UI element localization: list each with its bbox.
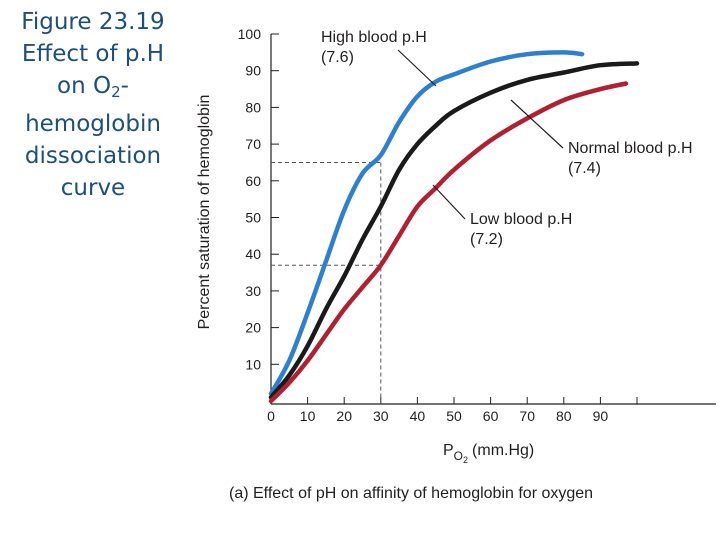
leader-line — [397, 49, 437, 87]
chart-caption: (a) Effect of pH on affinity of hemoglob… — [229, 485, 593, 502]
title-line: Effect of p.H — [21, 41, 165, 67]
y-tick-label: 20 — [245, 320, 261, 336]
y-axis-label: Percent saturation of hemoglobin — [196, 95, 213, 330]
x-tick-label: 50 — [446, 408, 462, 424]
curve-high-ph — [268, 50, 585, 396]
curves — [268, 50, 640, 404]
label-high-ph-value: (7.6) — [321, 49, 354, 66]
title-line: curve — [60, 175, 126, 201]
leader-line — [432, 184, 466, 220]
x-tick-label: 10 — [300, 408, 316, 424]
x-ticks: 0 10 20 30 40 50 60 70 80 90 — [267, 397, 638, 424]
y-tick-label: 70 — [245, 136, 261, 152]
title-subscript: 2 — [111, 83, 121, 101]
y-tick-label: 60 — [245, 173, 261, 189]
label-low-ph: Low blood p.H — [470, 211, 572, 228]
title-line: dissociation — [24, 143, 162, 169]
axes — [270, 34, 716, 405]
x-tick-label: 0 — [267, 408, 275, 424]
y-tick-label: 10 — [245, 356, 261, 372]
x-tick-label: 60 — [483, 408, 499, 424]
y-tick-label: 30 — [245, 283, 261, 299]
label-high-ph: High blood p.H — [321, 29, 427, 46]
x-tick-label: 80 — [556, 408, 572, 424]
x-tick-label: 90 — [593, 408, 609, 424]
title-text: - — [120, 73, 129, 99]
x-tick-label: 30 — [373, 408, 389, 424]
x-tick-label: 20 — [336, 408, 352, 424]
y-tick-label: 90 — [245, 63, 261, 79]
y-ticks: 10 20 30 40 50 60 70 80 90 100 — [238, 26, 279, 372]
leader-line — [510, 99, 564, 149]
x-tick-label: 40 — [410, 408, 426, 424]
x-axis-label: PO2(mm.Hg) — [443, 442, 534, 465]
title-text: on O — [57, 73, 112, 99]
y-tick-label: 80 — [245, 99, 261, 115]
annotations: High blood p.H (7.6) Normal blood p.H (7.4)… — [321, 29, 693, 248]
y-tick-label: 100 — [238, 26, 262, 42]
x-tick-label: 70 — [519, 408, 535, 424]
reference-lines — [271, 161, 382, 404]
y-tick-label: 40 — [245, 246, 261, 262]
label-normal-ph-value: (7.4) — [568, 160, 601, 177]
title-line: hemoglobin — [25, 111, 161, 137]
y-tick-label: 50 — [245, 210, 261, 226]
curve-normal-ph — [268, 61, 640, 400]
title-line: on O2- — [0, 70, 186, 108]
label-normal-ph: Normal blood p.H — [568, 140, 693, 157]
label-low-ph-value: (7.2) — [470, 231, 503, 248]
curve-low-ph — [268, 81, 629, 404]
title-line: Figure 23.19 — [21, 9, 165, 35]
slide-title: Figure 23.19 Effect of p.H on O2- hemogl… — [0, 6, 186, 204]
